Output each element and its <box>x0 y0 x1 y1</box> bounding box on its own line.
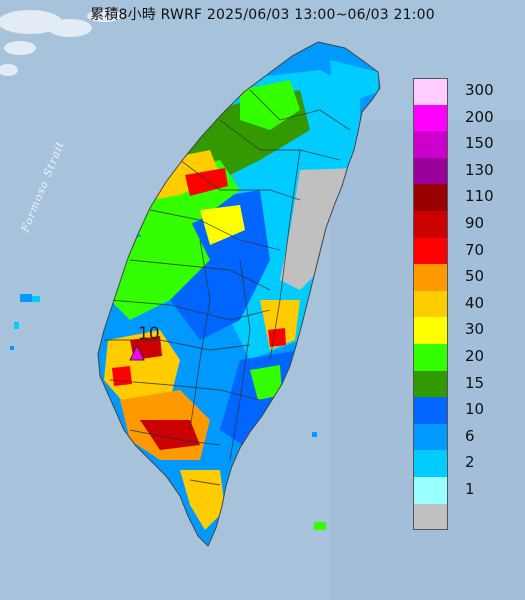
legend-swatch <box>413 184 448 211</box>
legend-row: 2 <box>413 450 499 477</box>
legend-row: 300 <box>413 78 499 105</box>
legend-row: 6 <box>413 423 499 451</box>
legend-swatch <box>413 264 448 291</box>
taiwan-outline <box>97 41 381 547</box>
legend-swatch <box>413 237 448 265</box>
legend-label: 40 <box>465 293 485 312</box>
max-rainfall-label: 10 <box>138 324 160 344</box>
legend-label: 20 <box>465 346 485 365</box>
legend-row: 15 <box>413 370 499 398</box>
legend-swatch <box>413 450 448 477</box>
legend-label: 10 <box>465 400 485 419</box>
legend-row: 130 <box>413 157 499 185</box>
legend-label: 6 <box>465 426 475 445</box>
legend-label: 130 <box>465 160 494 179</box>
legend-swatch <box>413 157 448 185</box>
max-rainfall-marker-icon <box>129 344 145 361</box>
legend-label: 2 <box>465 453 475 472</box>
legend-label: 30 <box>465 320 485 339</box>
rainfall-field <box>98 42 380 546</box>
legend-label: 110 <box>465 187 494 206</box>
legend-swatch <box>413 476 448 504</box>
legend-swatch <box>413 503 448 531</box>
legend-label: 150 <box>465 134 494 153</box>
legend-row: 30 <box>413 317 499 344</box>
legend-row: 40 <box>413 290 499 318</box>
legend-label: 15 <box>465 373 485 392</box>
legend-row: 50 <box>413 264 499 291</box>
legend-row: 10 <box>413 397 499 424</box>
rainfall-legend: 300 200 150 130 110 90 70 50 40 30 20 15 10 6 2 1 <box>413 78 499 531</box>
legend-swatch <box>413 131 448 158</box>
legend-label: 50 <box>465 267 485 286</box>
legend-row: 110 <box>413 184 499 211</box>
legend-row: 200 <box>413 104 499 132</box>
legend-swatch <box>413 78 448 105</box>
legend-swatch <box>413 423 448 451</box>
penghu-islands <box>10 294 40 350</box>
legend-row: 70 <box>413 237 499 265</box>
legend-row: 20 <box>413 343 499 371</box>
legend-label: 1 <box>465 479 475 498</box>
legend-row <box>413 503 499 531</box>
legend-label: 200 <box>465 107 494 126</box>
orchid-island <box>314 522 326 530</box>
legend-swatch <box>413 104 448 132</box>
legend-swatch <box>413 343 448 371</box>
legend-swatch <box>413 317 448 344</box>
green-island <box>312 432 317 437</box>
legend-row: 90 <box>413 210 499 238</box>
legend-label: 90 <box>465 213 485 232</box>
map-title: 累積8小時 RWRF 2025/06/03 13:00~06/03 21:00 <box>90 7 435 23</box>
legend-swatch <box>413 290 448 318</box>
legend-row: 1 <box>413 476 499 504</box>
legend-swatch <box>413 210 448 238</box>
legend-row: 150 <box>413 131 499 158</box>
legend-swatch <box>413 397 448 424</box>
legend-label: 300 <box>465 81 494 99</box>
cloud-cover <box>0 10 123 76</box>
legend-swatch <box>413 370 448 398</box>
legend-label: 70 <box>465 240 485 259</box>
